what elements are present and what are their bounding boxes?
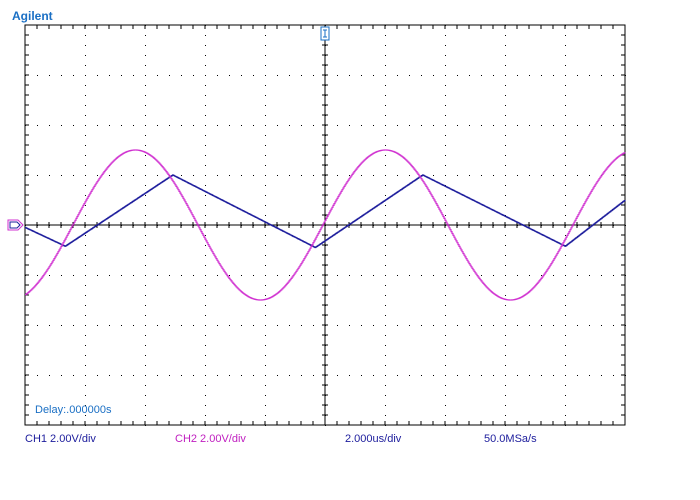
trigger-level-icon — [320, 26, 330, 41]
traces — [25, 149, 626, 301]
ground-reference-icon — [7, 219, 24, 231]
timebase-label[interactable]: 2.000us/div — [345, 433, 402, 445]
brand-logo: Agilent — [12, 9, 53, 23]
ch1-scale-label[interactable]: CH1 2.00V/div — [25, 433, 96, 445]
sample-rate-label: 50.0MSa/s — [484, 433, 537, 445]
ch2-trace — [25, 149, 626, 301]
ch2-scale-label[interactable]: CH2 2.00V/div — [175, 433, 246, 445]
ch1-trace — [25, 174, 626, 249]
graticule — [24, 24, 626, 426]
edge-ticks — [24, 24, 626, 426]
markers — [7, 26, 330, 231]
delay-readout: Delay:.000000s — [35, 404, 112, 416]
